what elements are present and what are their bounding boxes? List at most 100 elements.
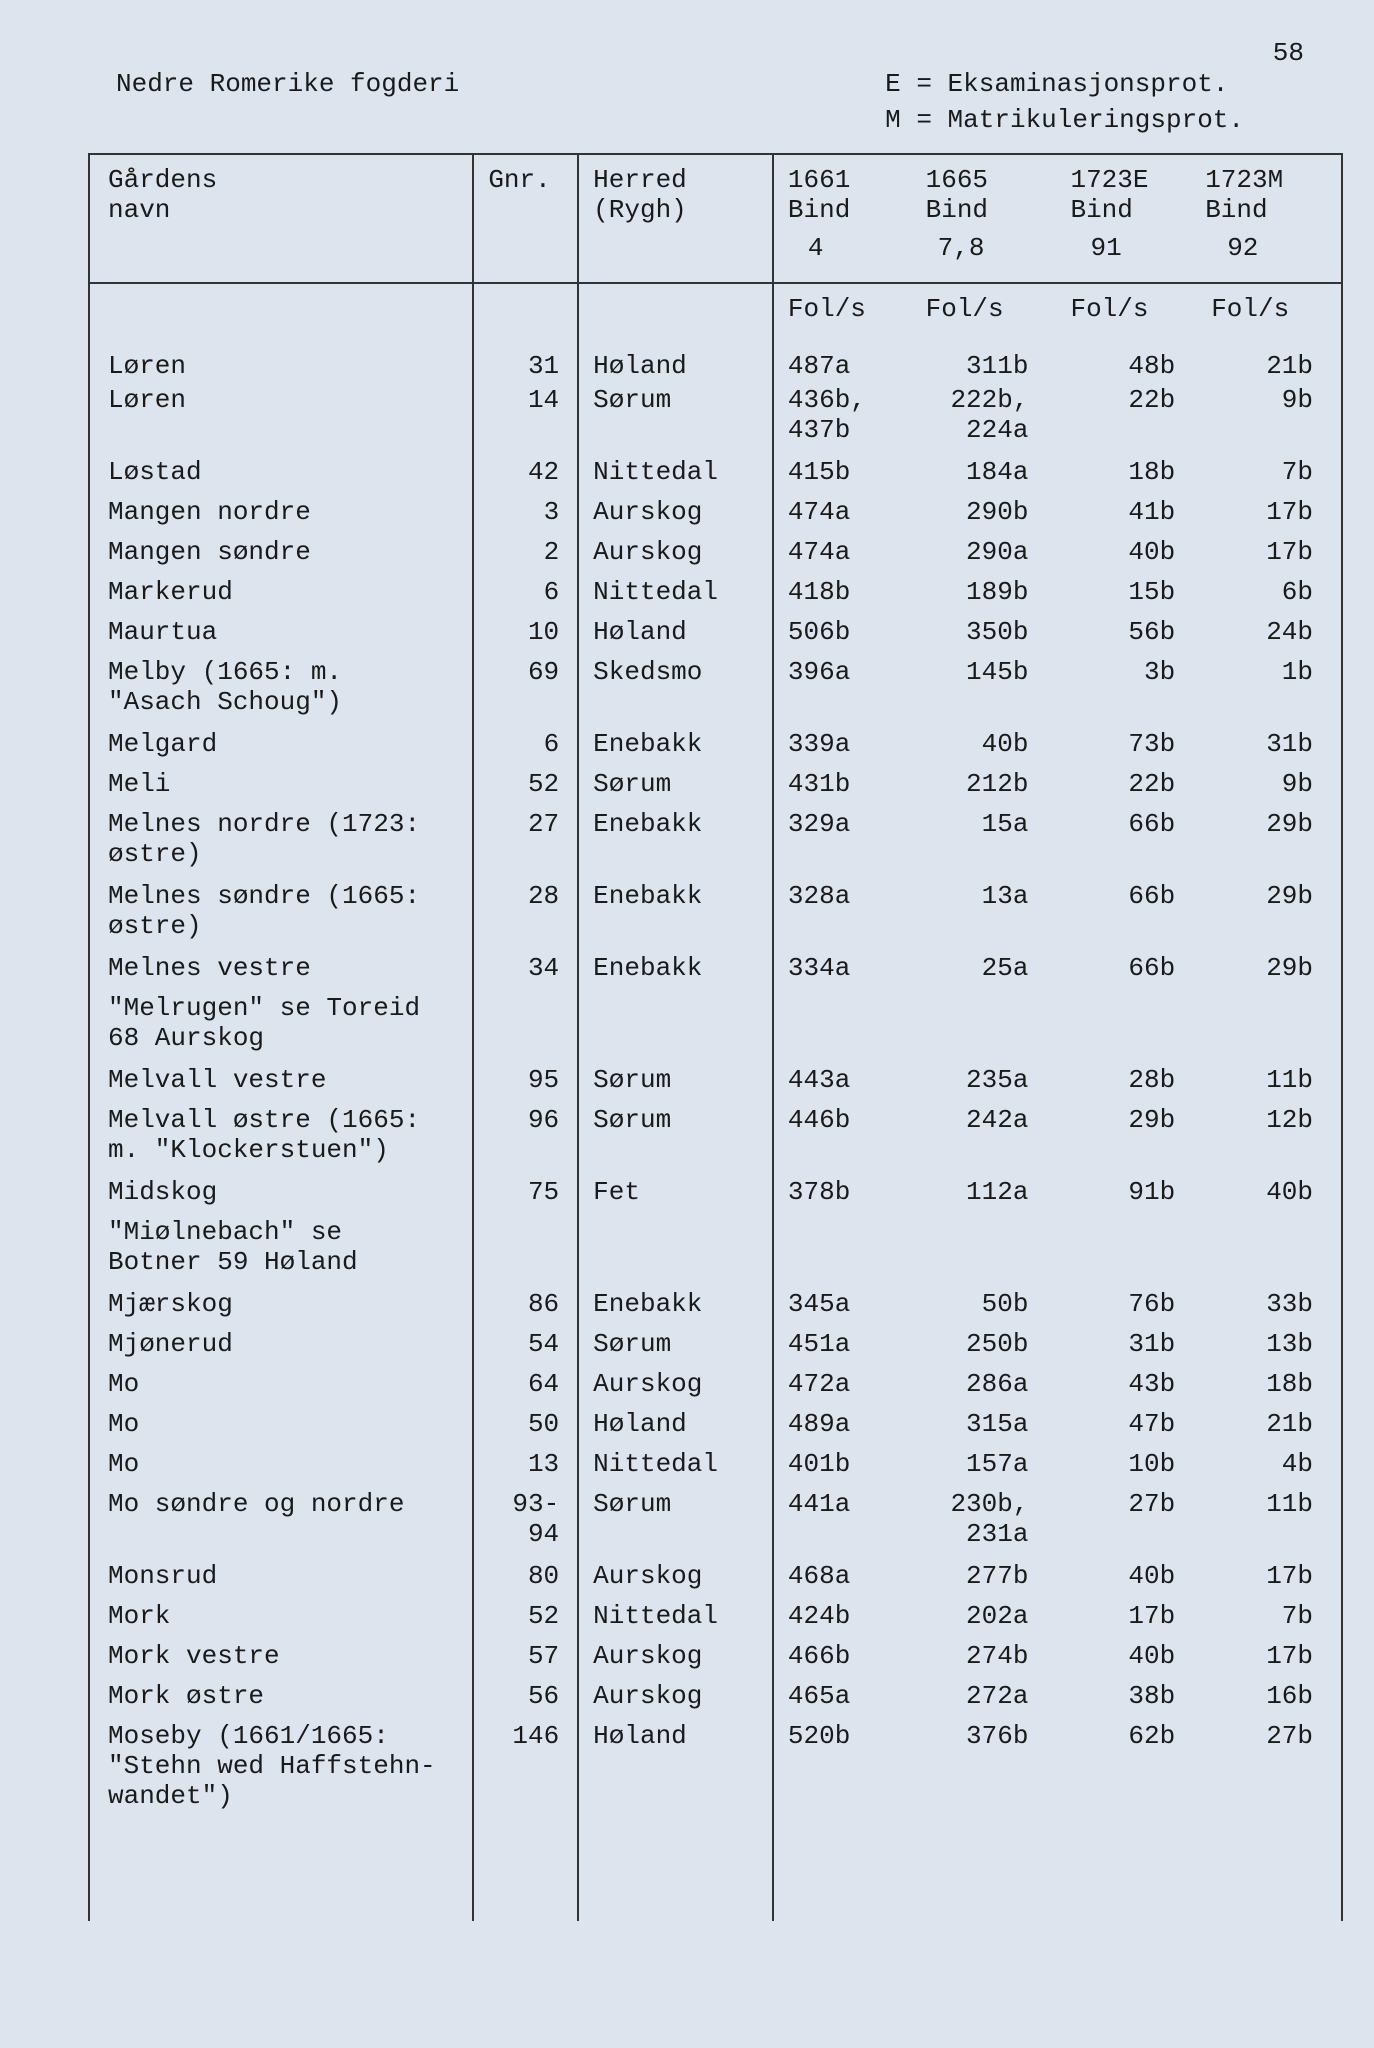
table-cell: 16b xyxy=(1197,1677,1342,1717)
page-header: Nedre Romerike fogderi E = Eksaminasjons… xyxy=(116,66,1244,139)
table-cell: 451a xyxy=(773,1325,918,1365)
table-row: Løren31Høland487a311b48b21b xyxy=(89,333,1342,381)
table-cell: 22b xyxy=(1062,381,1197,453)
table-cell: 2 xyxy=(473,533,578,573)
table-cell: 12b xyxy=(1197,1101,1342,1173)
table-row: Meli52Sørum431b212b22b9b xyxy=(89,765,1342,805)
table-cell: 474a xyxy=(773,533,918,573)
table-cell: 80 xyxy=(473,1557,578,1597)
table-cell: 424b xyxy=(773,1597,918,1637)
table-row: Midskog75Fet378b112a91b40b xyxy=(89,1173,1342,1213)
table-cell: 15a xyxy=(918,805,1063,877)
col-1661-l3: 4 xyxy=(773,233,918,271)
table-cell: 27 xyxy=(473,805,578,877)
table-cell: 54 xyxy=(473,1325,578,1365)
table-cell: Aurskog xyxy=(578,1677,773,1717)
table-cell: 6b xyxy=(1197,573,1342,613)
col-1665-l2: Bind xyxy=(918,195,1063,233)
table-cell: Aurskog xyxy=(578,1365,773,1405)
col-name-l2: navn xyxy=(89,195,473,233)
table-cell: 34 xyxy=(473,949,578,989)
table-cell: Aurskog xyxy=(578,493,773,533)
table-cell: 334a xyxy=(773,949,918,989)
table-cell: 96 xyxy=(473,1101,578,1173)
table-cell: 290b xyxy=(918,493,1063,533)
table-cell: Løren xyxy=(89,333,473,381)
table-cell: Enebakk xyxy=(578,949,773,989)
table-cell: Melnes vestre xyxy=(89,949,473,989)
table-cell: 17b xyxy=(1197,1557,1342,1597)
table-cell: 11b xyxy=(1197,1061,1342,1101)
table-cell: 66b xyxy=(1062,949,1197,989)
table-cell: Mo søndre og nordre xyxy=(89,1485,473,1557)
table-row: Mo64Aurskog472a286a43b18b xyxy=(89,1365,1342,1405)
table-cell: 57 xyxy=(473,1637,578,1677)
table-cell: 76b xyxy=(1062,1285,1197,1325)
table-cell: 13 xyxy=(473,1445,578,1485)
table-cell: Melnes nordre (1723:østre) xyxy=(89,805,473,877)
table-cell: Nittedal xyxy=(578,1597,773,1637)
table-cell: 112a xyxy=(918,1173,1063,1213)
table-cell: 38b xyxy=(1062,1677,1197,1717)
table-cell: 18b xyxy=(1062,453,1197,493)
col-1661-l2: Bind xyxy=(773,195,918,233)
table-cell: 9b xyxy=(1197,381,1342,453)
table-cell: 17b xyxy=(1197,1637,1342,1677)
table-cell: 286a xyxy=(918,1365,1063,1405)
col-1723m-l3: 92 xyxy=(1197,233,1342,271)
table-cell: 93-94 xyxy=(473,1485,578,1557)
table-cell: Enebakk xyxy=(578,725,773,765)
table-cell: 443a xyxy=(773,1061,918,1101)
legend-e: E = Eksaminasjonsprot. xyxy=(885,66,1244,102)
table-cell: 466b xyxy=(773,1637,918,1677)
table-cell: Sørum xyxy=(578,1061,773,1101)
fols-1723m: Fol/s xyxy=(1197,283,1342,333)
table-row: Løren14Sørum436b,437b222b,224a22b9b xyxy=(89,381,1342,453)
col-herred-l2: (Rygh) xyxy=(578,195,773,233)
table-cell: 202a xyxy=(918,1597,1063,1637)
table-cell: 431b xyxy=(773,765,918,805)
table-cell xyxy=(473,989,578,1061)
table-row: Melnes søndre (1665:østre)28Enebakk328a1… xyxy=(89,877,1342,949)
col-1723e-l2: Bind xyxy=(1062,195,1197,233)
col-name-l1: Gårdens xyxy=(89,154,473,195)
table-row: Mjærskog86Enebakk345a50b76b33b xyxy=(89,1285,1342,1325)
table-cell: 24b xyxy=(1197,613,1342,653)
table-cell: 73b xyxy=(1062,725,1197,765)
table-cell: Aurskog xyxy=(578,533,773,573)
table-cell: 7b xyxy=(1197,1597,1342,1637)
table-cell: 350b xyxy=(918,613,1063,653)
table-cell: "Melrugen" se Toreid68 Aurskog xyxy=(89,989,473,1061)
col-herred-l1: Herred xyxy=(578,154,773,195)
table-cell: 40b xyxy=(1062,1557,1197,1597)
table-cell: 75 xyxy=(473,1173,578,1213)
table-row: Mjønerud54Sørum451a250b31b13b xyxy=(89,1325,1342,1365)
table-cell: Melgard xyxy=(89,725,473,765)
table-cell: 91b xyxy=(1062,1173,1197,1213)
table-cell: Aurskog xyxy=(578,1557,773,1597)
table-cell: Nittedal xyxy=(578,1445,773,1485)
table-cell xyxy=(1197,989,1342,1061)
table-cell: 25a xyxy=(918,949,1063,989)
table-cell: Sørum xyxy=(578,1485,773,1557)
fols-1665: Fol/s xyxy=(918,283,1063,333)
table-cell: 31b xyxy=(1062,1325,1197,1365)
table-cell: 272a xyxy=(918,1677,1063,1717)
table-cell: 95 xyxy=(473,1061,578,1101)
table-row: "Melrugen" se Toreid68 Aurskog xyxy=(89,989,1342,1061)
table-cell: 3 xyxy=(473,493,578,533)
col-1723m-l1: 1723M xyxy=(1197,154,1342,195)
table-cell: Melvall østre (1665:m. "Klockerstuen") xyxy=(89,1101,473,1173)
table-cell xyxy=(578,989,773,1061)
table-cell: 29b xyxy=(1197,949,1342,989)
table-cell: 41b xyxy=(1062,493,1197,533)
header-right: E = Eksaminasjonsprot. M = Matrikulering… xyxy=(885,66,1244,139)
table-cell: 62b xyxy=(1062,1717,1197,1921)
table-cell xyxy=(918,1213,1063,1285)
table-cell xyxy=(773,1213,918,1285)
table-cell: 418b xyxy=(773,573,918,613)
table-cell: 329a xyxy=(773,805,918,877)
table-cell: 64 xyxy=(473,1365,578,1405)
table-cell: 69 xyxy=(473,653,578,725)
table-cell: 446b xyxy=(773,1101,918,1173)
